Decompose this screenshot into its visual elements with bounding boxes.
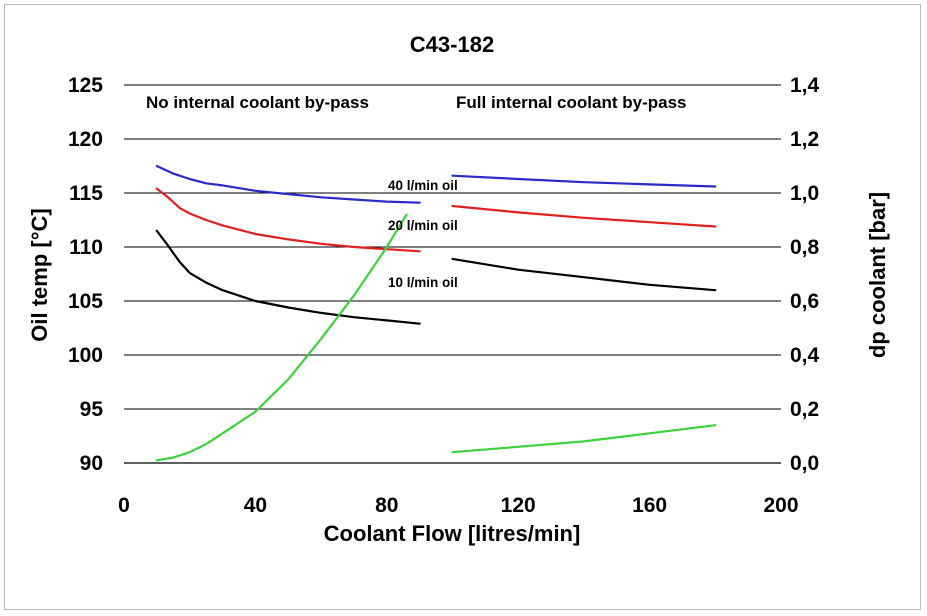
y2-axis-ticks: 0,0 0,2 0,4 0,6 0,8 1,0 1,2 1,4: [790, 74, 820, 475]
x-tick-label: 40: [244, 494, 267, 517]
series-line-s20: [155, 187, 421, 253]
series-line-dp: [155, 213, 408, 462]
series-lines: [155, 164, 717, 462]
gridlines: [124, 84, 781, 464]
x-tick-label: 0: [118, 494, 130, 517]
y2-tick-label: 0,4: [790, 344, 820, 367]
y-tick-label: 120: [68, 128, 103, 151]
y2-tick-label: 0,8: [790, 236, 820, 259]
x-tick-label: 200: [763, 494, 798, 517]
x-axis-ticks: 0 40 80 120 160 200: [118, 494, 798, 517]
annotation-10-oil: 10 l/min oil: [388, 275, 458, 290]
y2-tick-label: 0,0: [790, 452, 819, 475]
chart-title: C43-182: [410, 32, 494, 57]
y-tick-label: 115: [69, 182, 103, 205]
x-tick-label: 160: [632, 494, 667, 517]
series-line-s40: [451, 174, 717, 188]
y2-axis-label: dp coolant [bar]: [865, 192, 890, 358]
region-label-full-bypass: Full internal coolant by-pass: [456, 93, 686, 112]
series-line-s40: [155, 164, 421, 204]
x-axis-label: Coolant Flow [litres/min]: [324, 521, 581, 546]
y-tick-label: 100: [68, 344, 103, 367]
y-axis-ticks: 90 95 100 105 110 115 120 125: [68, 74, 103, 475]
annotation-40-oil: 40 l/min oil: [388, 178, 458, 193]
y-tick-label: 105: [68, 290, 103, 313]
x-tick-label: 120: [501, 494, 536, 517]
region-label-no-bypass: No internal coolant by-pass: [146, 93, 369, 112]
chart-frame: [4, 4, 921, 610]
y-tick-label: 125: [68, 74, 103, 97]
series-line-s10: [155, 229, 421, 325]
y2-tick-label: 1,2: [790, 128, 819, 151]
series-line-s20: [451, 204, 717, 228]
y-tick-label: 95: [80, 398, 104, 421]
y-tick-label: 90: [80, 452, 103, 475]
y2-tick-label: 0,6: [790, 290, 819, 313]
y-axis-label: Oil temp [°C]: [27, 208, 52, 341]
y2-tick-label: 1,4: [790, 74, 820, 97]
y-tick-label: 110: [69, 236, 103, 259]
y2-tick-label: 0,2: [790, 398, 819, 421]
y2-tick-label: 1,0: [790, 182, 819, 205]
annotation-20-oil: 20 l/min oil: [388, 218, 458, 233]
series-line-dp: [451, 424, 717, 454]
x-tick-label: 80: [375, 494, 398, 517]
series-line-s10: [451, 257, 717, 292]
